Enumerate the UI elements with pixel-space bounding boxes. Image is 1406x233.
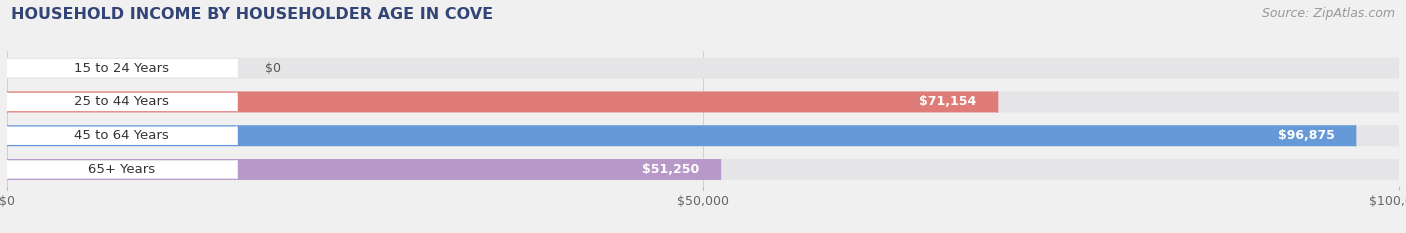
FancyBboxPatch shape xyxy=(7,159,720,180)
Text: HOUSEHOLD INCOME BY HOUSEHOLDER AGE IN COVE: HOUSEHOLD INCOME BY HOUSEHOLDER AGE IN C… xyxy=(11,7,494,22)
Text: $96,875: $96,875 xyxy=(1278,129,1334,142)
FancyBboxPatch shape xyxy=(7,93,236,111)
Text: 65+ Years: 65+ Years xyxy=(89,163,156,176)
Text: 15 to 24 Years: 15 to 24 Years xyxy=(75,62,169,75)
FancyBboxPatch shape xyxy=(7,160,236,179)
FancyBboxPatch shape xyxy=(7,92,1399,112)
Text: $0: $0 xyxy=(264,62,281,75)
FancyBboxPatch shape xyxy=(7,125,1355,146)
Text: $51,250: $51,250 xyxy=(643,163,700,176)
FancyBboxPatch shape xyxy=(7,92,997,112)
FancyBboxPatch shape xyxy=(7,58,1399,79)
FancyBboxPatch shape xyxy=(7,127,236,145)
Text: Source: ZipAtlas.com: Source: ZipAtlas.com xyxy=(1261,7,1395,20)
Text: $71,154: $71,154 xyxy=(920,96,977,108)
FancyBboxPatch shape xyxy=(7,125,1399,146)
FancyBboxPatch shape xyxy=(7,59,236,77)
FancyBboxPatch shape xyxy=(7,159,1399,180)
Text: 25 to 44 Years: 25 to 44 Years xyxy=(75,96,169,108)
Text: 45 to 64 Years: 45 to 64 Years xyxy=(75,129,169,142)
